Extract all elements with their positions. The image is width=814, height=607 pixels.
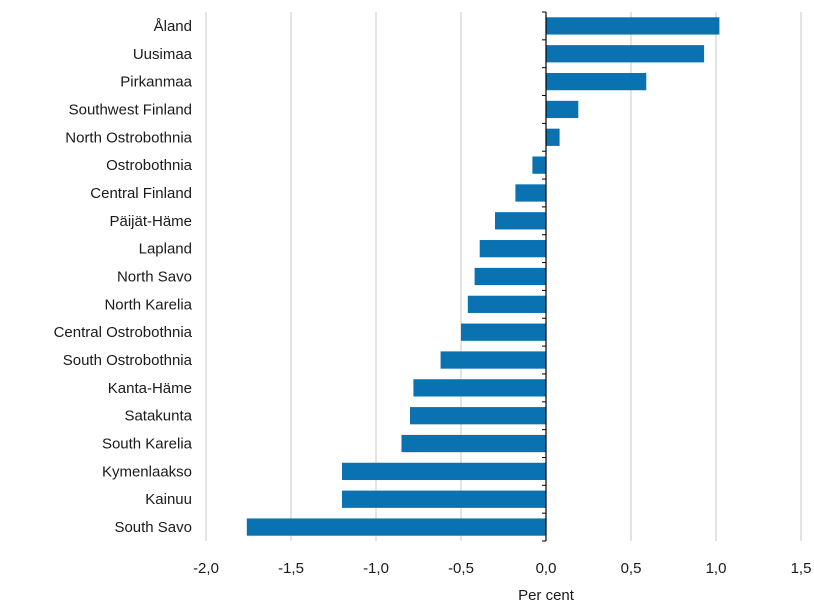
category-label: North Ostrobothnia xyxy=(65,129,192,146)
x-tick-label: 0,0 xyxy=(536,560,557,577)
category-label: Central Ostrobothnia xyxy=(54,324,193,341)
category-label: Pirkanmaa xyxy=(120,74,192,91)
x-tick-labels: -2,0 -1,5 -1,0 -0,5 0,0 0,5 1,0 1,5 xyxy=(193,560,811,577)
zero-axis xyxy=(542,11,547,542)
x-tick-label: -1,0 xyxy=(363,560,389,577)
category-label: South Savo xyxy=(114,519,192,536)
bar xyxy=(546,17,720,35)
x-tick-label: 0,5 xyxy=(621,560,642,577)
x-tick-label: -2,0 xyxy=(193,560,219,577)
bars xyxy=(246,17,720,536)
category-label: Ostrobothnia xyxy=(106,157,193,174)
category-labels: Åland Uusimaa Pirkanmaa Southwest Finland No… xyxy=(54,18,193,536)
x-tick-label: 1,5 xyxy=(791,560,812,577)
category-label: South Karelia xyxy=(102,436,193,453)
bar xyxy=(413,379,546,397)
category-label: Lapland xyxy=(139,241,192,258)
bar xyxy=(342,490,546,508)
category-label: Kymenlaakso xyxy=(102,463,192,480)
category-label: Southwest Finland xyxy=(69,101,192,118)
category-label: Åland xyxy=(154,18,192,35)
category-label: Kanta-Häme xyxy=(108,380,192,397)
bar xyxy=(467,295,546,313)
x-axis-title: Per cent xyxy=(518,587,575,604)
category-label: Satakunta xyxy=(124,408,192,425)
category-label: Central Finland xyxy=(90,185,192,202)
bar xyxy=(474,267,546,286)
category-label: North Savo xyxy=(117,269,192,286)
bar xyxy=(495,212,546,230)
category-label: North Karelia xyxy=(104,296,192,313)
bar xyxy=(342,462,546,481)
bar xyxy=(246,518,547,536)
bar xyxy=(410,407,546,425)
category-label: Päijät-Häme xyxy=(109,213,192,230)
category-label: Kainuu xyxy=(145,491,192,508)
bar xyxy=(546,128,560,146)
bar xyxy=(461,323,546,341)
x-tick-label: -1,5 xyxy=(278,560,304,577)
x-tick-label: -0,5 xyxy=(448,560,474,577)
bar xyxy=(401,434,546,453)
bar xyxy=(515,184,546,202)
grid-lines xyxy=(205,12,802,541)
category-label: South Ostrobothnia xyxy=(63,352,193,369)
x-tick-label: 1,0 xyxy=(706,560,727,577)
category-label: Uusimaa xyxy=(133,46,193,63)
bar xyxy=(479,240,546,258)
bar xyxy=(546,100,579,119)
bar xyxy=(546,72,647,91)
bar xyxy=(440,351,546,369)
bar xyxy=(546,45,705,63)
bar xyxy=(532,156,546,174)
